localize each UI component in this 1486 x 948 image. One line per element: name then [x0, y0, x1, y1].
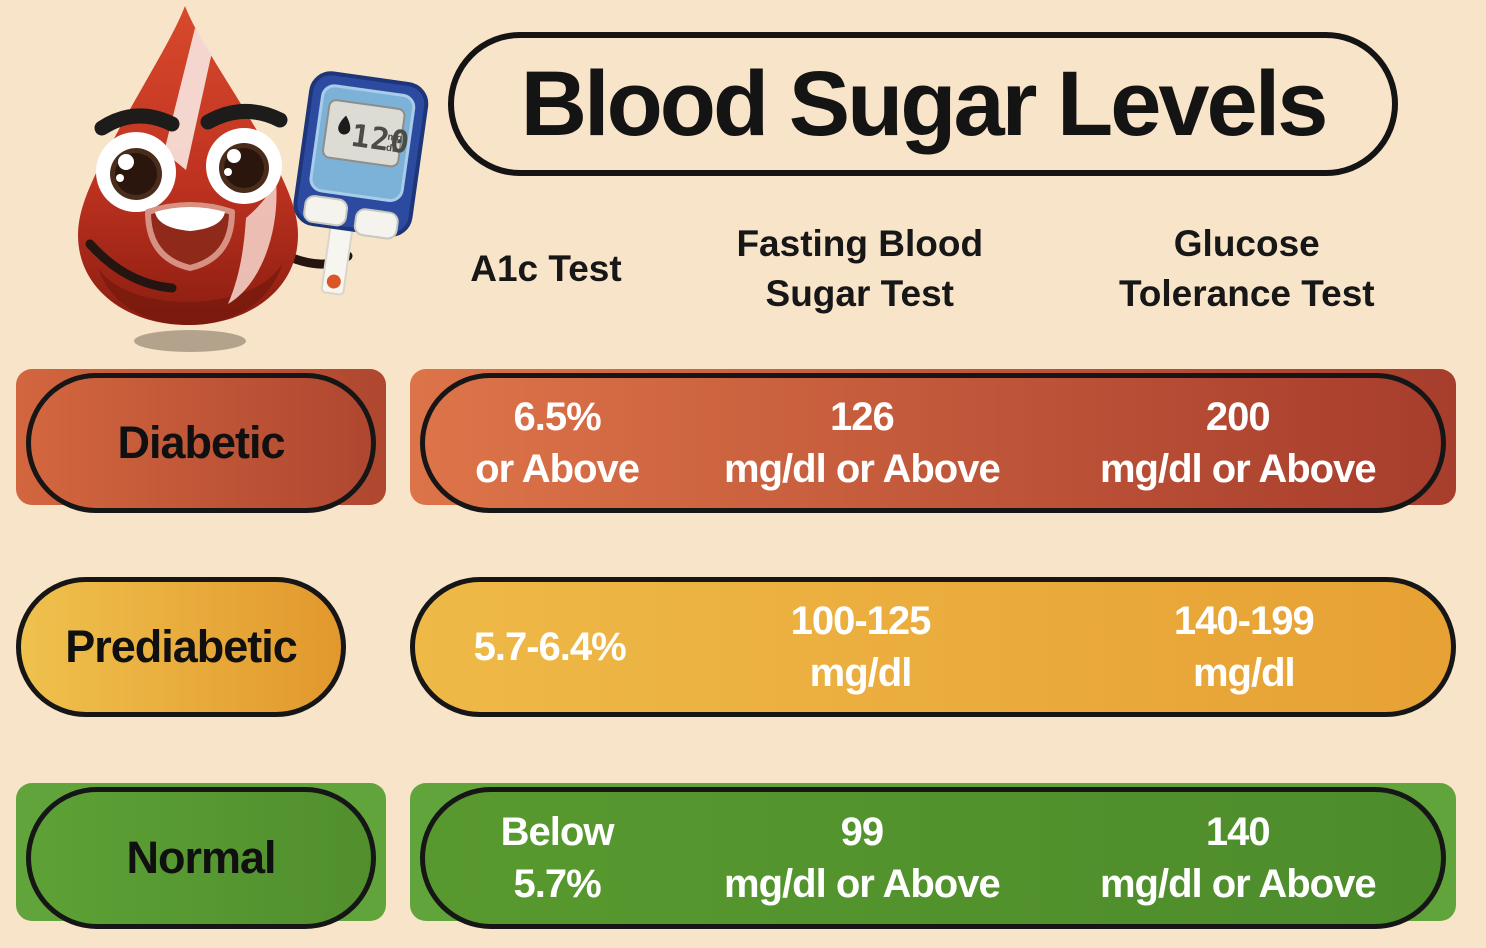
column-header-a1c-test: A1c Test: [410, 244, 682, 294]
value-line: mg/dl or Above: [724, 447, 1001, 491]
value-line: mg/dl or Above: [1099, 862, 1377, 906]
header-line: Glucose: [1173, 223, 1320, 265]
column-headers: A1c Test Fasting Blood Sugar Test Glucos…: [410, 213, 1456, 325]
page-title: Blood Sugar Levels: [520, 52, 1329, 155]
meter-button-left: [303, 195, 349, 227]
drop-highlight: [164, 28, 212, 170]
mouth: [145, 202, 235, 271]
meter-unit-bottom: dL: [385, 143, 399, 156]
prediabetic-values-cell: 5.7-6.4% 100-125 mg/dl 140-199 mg/dl: [410, 577, 1456, 717]
value-line: mg/dl or Above: [1099, 447, 1377, 491]
value-line: 140-199: [1173, 599, 1315, 643]
header-line: Tolerance Test: [1118, 273, 1375, 314]
value-line: 126: [830, 395, 895, 439]
mascot-face: [94, 104, 288, 271]
value-line: Below: [500, 810, 615, 854]
values-pill: 6.5% or Above 126 mg/dl or Above 200 mg/…: [420, 373, 1446, 513]
blood-drop-mascot: 120 mg dL: [78, 6, 429, 352]
row-label: Normal: [126, 832, 276, 883]
meter-screen: [321, 99, 406, 168]
column-header-glucose-tolerance-test: Glucose Tolerance Test: [1038, 219, 1456, 319]
value-line: 6.5%: [513, 395, 601, 439]
drop-highlight-lower: [228, 180, 277, 304]
value-line: 100-125: [790, 599, 932, 643]
diabetic-label-cell: Diabetic: [16, 367, 386, 513]
value-line: 99: [840, 810, 885, 854]
value-line: mg/dl: [809, 651, 913, 695]
prediabetic-label-cell: Prediabetic: [16, 577, 346, 717]
meter-reading: 120: [349, 118, 412, 162]
label-pill: Diabetic: [26, 373, 376, 513]
header-line: A1c Test: [470, 248, 622, 290]
value-line: 200: [1205, 395, 1271, 439]
right-eyebrow: [200, 104, 288, 130]
diabetic-values-cell: 6.5% or Above 126 mg/dl or Above 200 mg/…: [410, 367, 1456, 513]
normal-fasting-value: 99 mg/dl or Above: [689, 792, 1034, 924]
meter-button-right: [353, 208, 399, 240]
row-label: Prediabetic: [65, 621, 298, 672]
header-line: Fasting Blood: [736, 223, 984, 265]
prediabetic-a1c-value: 5.7-6.4%: [415, 582, 684, 712]
normal-a1c-value: Below 5.7%: [425, 792, 689, 924]
value-line: mg/dl or Above: [724, 862, 1001, 906]
label-pill: Normal: [26, 787, 376, 929]
normal-glucose-tolerance-value: 140 mg/dl or Above: [1035, 792, 1441, 924]
header-line: Sugar Test: [765, 273, 954, 314]
left-eyebrow: [94, 108, 180, 136]
column-header-fasting-blood-sugar-test: Fasting Blood Sugar Test: [682, 219, 1038, 319]
values-pill: 5.7-6.4% 100-125 mg/dl 140-199 mg/dl: [410, 577, 1456, 717]
normal-values-cell: Below 5.7% 99 mg/dl or Above 140 mg/dl o…: [410, 781, 1456, 929]
meter-unit-top: mg: [387, 132, 403, 145]
mascot-shadow: [134, 330, 246, 352]
mascot-left-arm: [85, 239, 177, 293]
label-pill: Prediabetic: [16, 577, 346, 717]
prediabetic-glucose-tolerance-value: 140-199 mg/dl: [1037, 582, 1451, 712]
prediabetic-fasting-value: 100-125 mg/dl: [684, 582, 1036, 712]
glucose-meter-icon: 120 mg dL: [293, 71, 429, 296]
value-line: or Above: [475, 447, 640, 491]
normal-label-cell: Normal: [16, 781, 386, 929]
row-diabetic: Diabetic 6.5% or Above 126 mg/dl or Abov…: [0, 367, 1486, 513]
row-label: Diabetic: [117, 417, 285, 468]
value-line: 140: [1205, 810, 1271, 854]
test-strip-blood-dot: [326, 274, 341, 289]
diabetic-a1c-value: 6.5% or Above: [425, 378, 689, 508]
row-normal: Normal Below 5.7% 99 mg/dl or Above 140 …: [0, 781, 1486, 929]
right-eye: [206, 128, 282, 204]
diabetic-fasting-value: 126 mg/dl or Above: [689, 378, 1034, 508]
value-line: mg/dl: [1192, 651, 1296, 695]
diabetic-glucose-tolerance-value: 200 mg/dl or Above: [1035, 378, 1441, 508]
blood-drop-body: [78, 6, 298, 326]
left-eye: [96, 132, 176, 212]
title-pill: Blood Sugar Levels: [448, 32, 1398, 176]
row-prediabetic: Prediabetic 5.7-6.4% 100-125 mg/dl 140-1…: [0, 577, 1486, 717]
values-pill: Below 5.7% 99 mg/dl or Above 140 mg/dl o…: [420, 787, 1446, 929]
screen-drop-icon: [338, 115, 351, 135]
value-line: 5.7%: [513, 862, 601, 906]
value-line: 5.7-6.4%: [473, 625, 627, 669]
